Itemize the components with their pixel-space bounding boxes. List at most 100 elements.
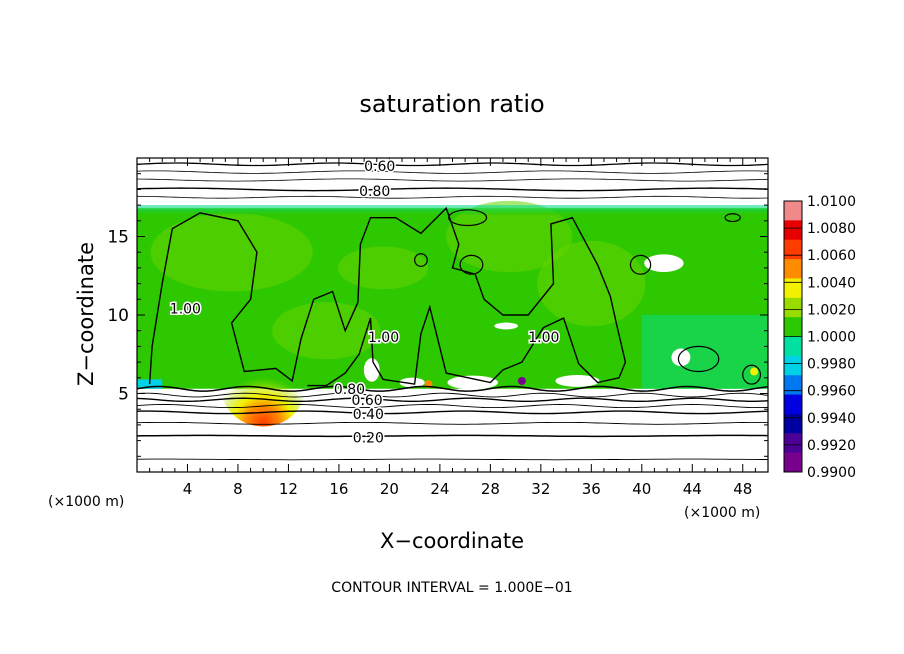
x-tick-label: 44 (683, 480, 702, 498)
contour-loop (448, 209, 488, 227)
contour-label: 0.20 (353, 430, 384, 446)
contour-label: 1.00 (170, 302, 201, 318)
contour-label: 0.60 (364, 159, 395, 175)
contour-interval-note: CONTOUR INTERVAL = 1.000E−01 (331, 580, 572, 596)
x-tick-label: 4 (183, 480, 193, 498)
x-tick-label: 48 (733, 480, 752, 498)
field-light-patch (272, 302, 381, 360)
contour-label: 0.80 (359, 184, 390, 200)
field-accent (750, 367, 759, 376)
y-tick-label: 15 (107, 228, 129, 248)
colorbar-label: 0.9900 (807, 465, 856, 481)
x-tick-labels: 4 8 12 16 20 24 28 32 36 40 44 48 (183, 480, 753, 498)
contour-loop (414, 253, 428, 267)
colorbar-segment (784, 394, 802, 415)
x-axis-label: X−coordinate (380, 529, 524, 553)
contour-line-lower (137, 421, 768, 425)
x-unit-right: (×1000 m) (684, 505, 760, 521)
field-light-patch (338, 246, 429, 290)
contour-line-lower (137, 392, 768, 398)
contour-line-lower (137, 434, 768, 438)
contour-line-upper (137, 170, 768, 174)
colorbar-label: 0.9960 (807, 384, 856, 400)
contour-labels: 0.600.801.001.00 1.000.800.600.400.20 (168, 157, 561, 448)
x-tick-label: 32 (531, 480, 550, 498)
colorbar-label: 0.9940 (807, 411, 856, 427)
contour-loop (459, 254, 484, 275)
colorbar-segment (784, 239, 802, 260)
contour-lines (137, 162, 768, 461)
colorbar-segment (784, 452, 802, 473)
contour-line-lower (137, 410, 768, 415)
colorbar (783, 200, 803, 473)
colorbar-segment (784, 336, 802, 357)
colorbar-segment (784, 355, 802, 376)
field-right-edge (641, 315, 768, 389)
contour-line-upper (137, 162, 768, 167)
field-light-patch (446, 200, 573, 273)
axis-ticks (137, 158, 768, 472)
contour-label: 1.00 (368, 330, 399, 346)
x-tick-label: 8 (233, 480, 243, 498)
colorbar-segment (784, 433, 802, 454)
colorbar-segment (784, 317, 802, 337)
contour-loop (677, 345, 720, 373)
contour-label: 0.40 (353, 407, 384, 423)
colorbar-segment (784, 259, 802, 279)
field-unsaturated-gap (555, 375, 600, 387)
y-tick-labels: 5 10 15 (107, 228, 129, 405)
y-tick-label: 5 (118, 385, 129, 405)
contour-loop (629, 254, 652, 275)
field-unsaturated-gap (363, 358, 380, 382)
colorbar-segment (784, 278, 802, 299)
x-tick-label: 36 (582, 480, 601, 498)
x-unit-left: (×1000 m) (48, 494, 124, 510)
contour-line-upper (137, 187, 768, 192)
x-tick-label: 24 (430, 480, 449, 498)
x-tick-label: 16 (329, 480, 348, 498)
field-upper-boundary (137, 205, 768, 215)
contour-label: 0.80 (334, 382, 365, 398)
contour-loop (742, 364, 762, 385)
colorbar-segment (784, 201, 802, 221)
colorbar-label: 1.0060 (807, 248, 856, 264)
field-surface-maximum (221, 351, 305, 427)
y-tick-label: 10 (107, 306, 129, 326)
field-unsaturated-gap (494, 322, 518, 330)
x-tick-label: 28 (481, 480, 500, 498)
colorbar-label: 1.0100 (807, 194, 856, 210)
x-tick-label: 40 (632, 480, 651, 498)
contour-line-lower (137, 397, 768, 402)
field-unsaturated-gap (399, 377, 425, 388)
contour-label: 0.60 (352, 393, 383, 409)
field-light-patch (150, 212, 313, 292)
colorbar-label: 1.0000 (807, 330, 856, 346)
colorbar-segment (784, 220, 802, 241)
x-tick-label: 12 (279, 480, 298, 498)
contour-line-upper (137, 195, 768, 199)
contour-line-unity (148, 206, 627, 387)
field-unsaturated-gap (447, 375, 498, 390)
contour-line-lower (137, 458, 768, 461)
plot-area (137, 158, 768, 472)
x-tick-label: 20 (380, 480, 399, 498)
chart-title: saturation ratio (359, 90, 544, 118)
contour-line-lower (137, 404, 768, 409)
field-unsaturated-gap (671, 348, 691, 367)
field-light-patch (537, 240, 646, 327)
colorbar-labels: 1.0100 1.0080 1.0060 1.0040 1.0020 1.0000 0.99… (807, 194, 856, 481)
contour-loop (724, 213, 741, 223)
colorbar-segment (784, 297, 802, 318)
contour-line-lower (137, 385, 768, 392)
colorbar-label: 1.0020 (807, 302, 856, 318)
contour-label: 1.00 (528, 330, 559, 346)
colorbar-label: 0.9980 (807, 357, 856, 373)
colorbar-segment (784, 375, 802, 396)
contour-line-upper (137, 178, 768, 182)
colorbar-label: 1.0080 (807, 221, 856, 237)
field-unsaturated-gap (644, 254, 684, 273)
field-accent (517, 376, 526, 385)
colorbar-label: 0.9920 (807, 438, 856, 454)
colorbar-segment (784, 413, 802, 434)
